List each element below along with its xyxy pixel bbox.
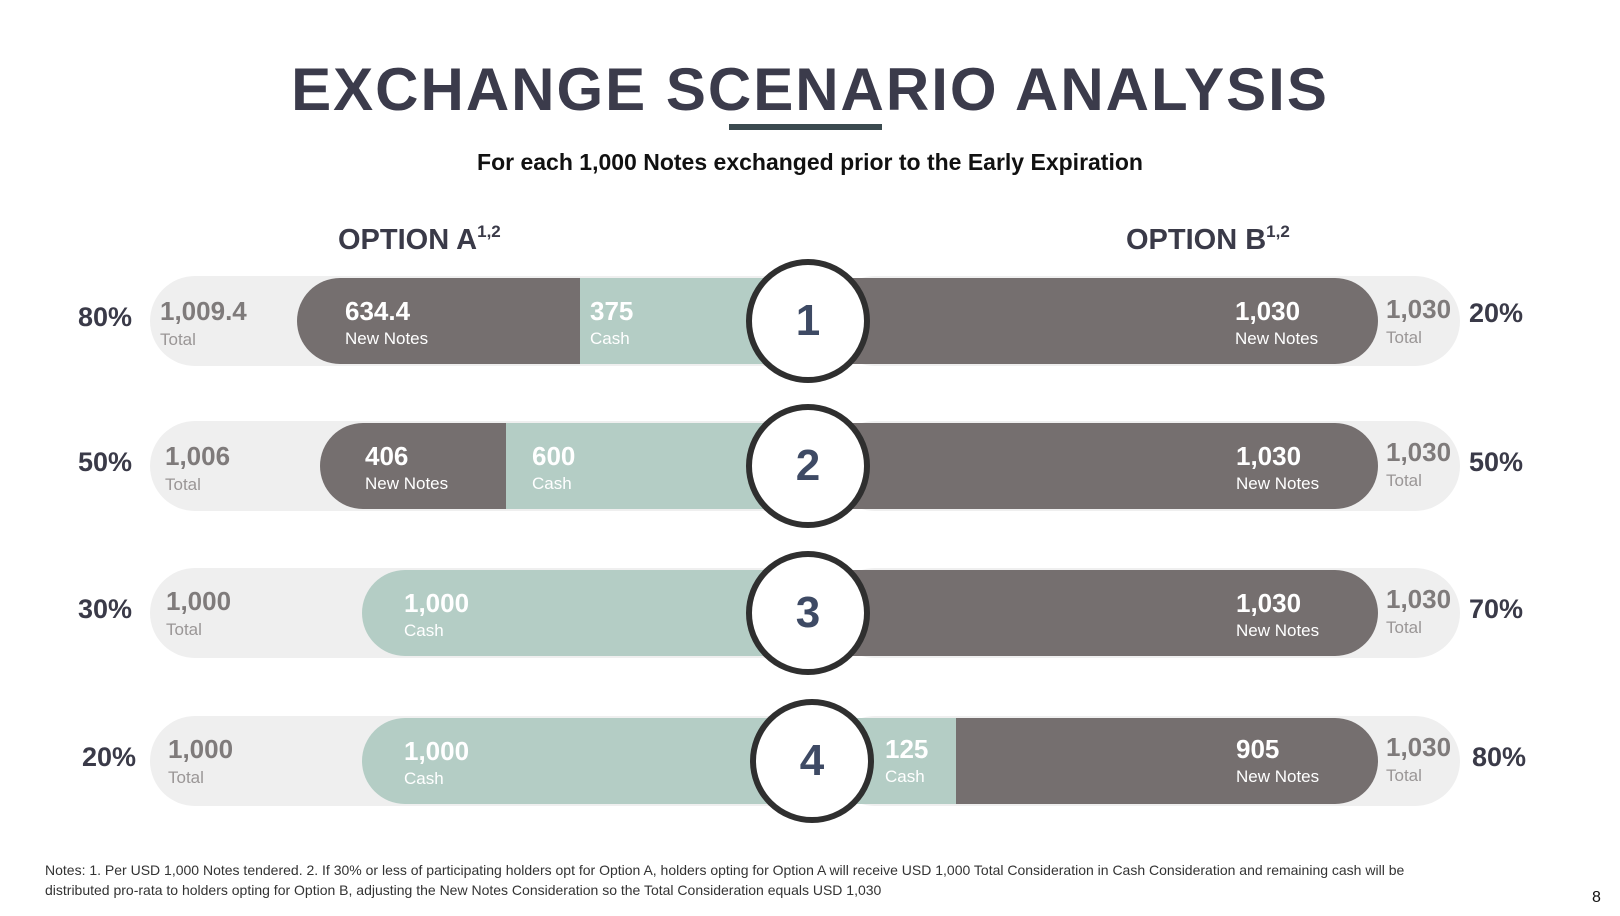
option-b-new-notes-value: 905 [1236, 734, 1280, 764]
option-b-new-notes-segment [956, 718, 1378, 804]
option-b-heading: OPTION B1,2 [1126, 222, 1290, 257]
option-b-total-value: 1,030 [1386, 294, 1452, 324]
scenario-row-1: 80% 1,009.4 Total 634.4 New Notes 375 Ca… [0, 259, 1620, 383]
option-a-total-label: Total [165, 475, 201, 494]
option-a-cash-label: Cash [404, 621, 444, 640]
scenario-number-badge: 4 [750, 699, 874, 823]
option-b-cash-label: Cash [885, 767, 925, 786]
scenario-number-badge: 3 [746, 551, 870, 675]
option-b-new-notes-value: 1,030 [1235, 296, 1301, 326]
option-a-cash-value: 1,000 [404, 588, 470, 618]
option-b-new-notes-segment [830, 570, 1378, 656]
option-b-percentage: 50% [1468, 447, 1524, 477]
option-b-total-value: 1,030 [1386, 437, 1452, 467]
option-b-new-notes-value: 1,030 [1236, 441, 1302, 471]
option-b-total-value: 1,030 [1386, 732, 1452, 762]
title-underline [729, 124, 882, 130]
option-a-heading: OPTION A1,2 [338, 222, 501, 257]
option-b-percentage: 80% [1471, 742, 1527, 772]
option-b-total-label: Total [1386, 471, 1422, 490]
option-a-total-value: 1,000 [166, 586, 232, 616]
option-a-percentage: 50% [77, 447, 133, 477]
option-b-new-notes-segment [830, 278, 1378, 364]
option-a-percentage: 30% [77, 594, 133, 624]
page-number: 8 [1592, 889, 1601, 906]
option-a-new-notes-segment [320, 423, 506, 509]
option-a-new-notes-segment [297, 278, 580, 364]
scenario-number-badge: 2 [746, 404, 870, 528]
option-a-cash-label: Cash [532, 474, 572, 493]
scenario-row-2: 50% 1,006 Total 406 New Notes 600 Cash 1… [0, 404, 1620, 528]
option-a-total-label: Total [168, 768, 204, 787]
option-a-new-notes-value: 634.4 [345, 296, 411, 326]
option-a-new-notes-value: 406 [365, 441, 409, 471]
page-title: EXCHANGE SCENARIO ANALYSIS [291, 56, 1329, 123]
option-b-cash-value: 125 [885, 734, 929, 764]
option-a-total-value: 1,009.4 [160, 296, 247, 326]
option-a-cash-label: Cash [590, 329, 630, 348]
option-b-new-notes-label: New Notes [1236, 767, 1320, 786]
option-b-new-notes-label: New Notes [1236, 474, 1320, 493]
scenario-row-3: 30% 1,000 Total 1,000 Cash 1,030 New Not… [0, 551, 1620, 675]
option-a-total-value: 1,006 [165, 441, 231, 471]
option-a-total-value: 1,000 [168, 734, 234, 764]
option-a-percentage: 20% [81, 742, 137, 772]
option-b-new-notes-segment [830, 423, 1378, 509]
option-a-percentage: 80% [77, 302, 133, 332]
option-b-percentage: 70% [1468, 594, 1524, 624]
footnotes: Notes: 1. Per USD 1,000 Notes tendered. … [45, 862, 1405, 898]
option-a-cash-value: 1,000 [404, 736, 470, 766]
option-b-total-label: Total [1386, 766, 1422, 785]
scenario-row-4: 20% 1,000 Total 1,000 Cash 125 Cash 905 … [0, 699, 1620, 823]
option-a-footnote-ref: 1,2 [477, 222, 501, 241]
option-a-total-label: Total [166, 620, 202, 639]
option-b-percentage: 20% [1468, 298, 1524, 328]
option-b-total-label: Total [1386, 618, 1422, 637]
option-b-new-notes-label: New Notes [1235, 329, 1319, 348]
option-b-label: OPTION B [1126, 224, 1267, 256]
option-a-label: OPTION A [338, 224, 478, 256]
page-subtitle: For each 1,000 Notes exchanged prior to … [477, 149, 1143, 175]
option-b-new-notes-value: 1,030 [1236, 588, 1302, 618]
option-b-new-notes-label: New Notes [1236, 621, 1320, 640]
option-a-total-label: Total [160, 330, 196, 349]
option-a-cash-value: 375 [590, 296, 634, 326]
option-b-total-label: Total [1386, 328, 1422, 347]
option-a-cash-value: 600 [532, 441, 576, 471]
option-a-new-notes-label: New Notes [365, 474, 449, 493]
option-b-total-value: 1,030 [1386, 584, 1452, 614]
scenario-number-badge: 1 [746, 259, 870, 383]
option-b-footnote-ref: 1,2 [1266, 222, 1290, 241]
option-a-new-notes-label: New Notes [345, 329, 429, 348]
option-a-cash-label: Cash [404, 769, 444, 788]
